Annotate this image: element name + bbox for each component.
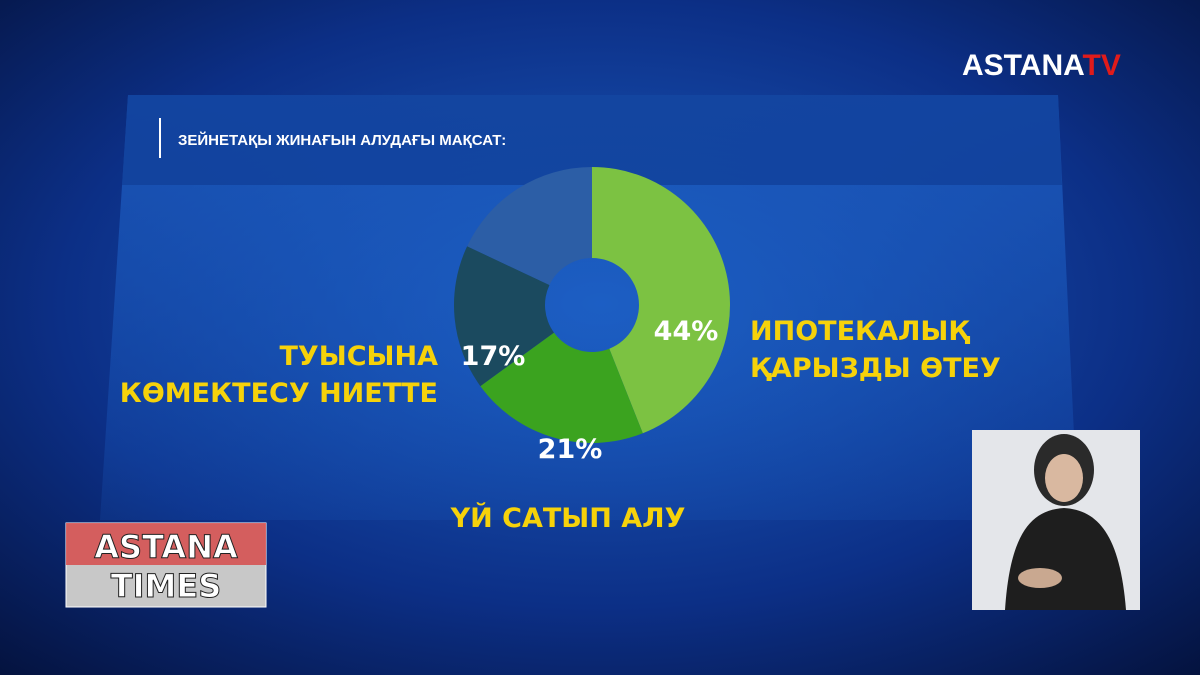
hands xyxy=(1018,568,1062,588)
category-label: ТУЫСЫНА КӨМЕКТЕСУ НИЕТТЕ xyxy=(120,341,438,409)
logo-name: ASTANA xyxy=(962,49,1084,82)
value-label: 21% xyxy=(538,434,603,465)
donut-segment xyxy=(480,332,643,444)
face xyxy=(1045,454,1083,502)
donut-segment xyxy=(592,167,731,434)
program-band xyxy=(66,523,266,565)
program-logo: ASTANA TIMES xyxy=(65,522,267,608)
sign-interpreter xyxy=(972,430,1140,610)
category-label: ИПОТЕКАЛЫҚ ҚАРЫЗДЫ ӨТЕУ xyxy=(750,316,1001,384)
donut-segment xyxy=(467,167,592,285)
logo: ASTANATV xyxy=(962,49,1121,82)
value-label: 17% xyxy=(461,341,526,372)
category-label: ҮЙ САТЫП АЛУ xyxy=(450,502,686,534)
program-line1: ASTANA xyxy=(94,528,238,566)
logo-suffix: TV xyxy=(1083,49,1121,82)
donut-segment xyxy=(454,246,554,387)
panel xyxy=(100,95,1078,520)
panel-header xyxy=(122,95,1062,185)
program-line2: TIMES xyxy=(111,567,221,605)
chart-title: ЗЕЙНЕТАҚЫ ЖИНАҒЫН АЛУДАҒЫ МАҚСАТ: xyxy=(178,131,506,149)
channel-logo: ASTANATV xyxy=(962,49,1121,82)
value-label: 44% xyxy=(654,316,719,347)
donut-chart: 44% ИПОТЕКАЛЫҚ ҚАРЫЗДЫ ӨТЕУ 21% ҮЙ САТЫП АЛУ… xyxy=(120,167,1001,534)
